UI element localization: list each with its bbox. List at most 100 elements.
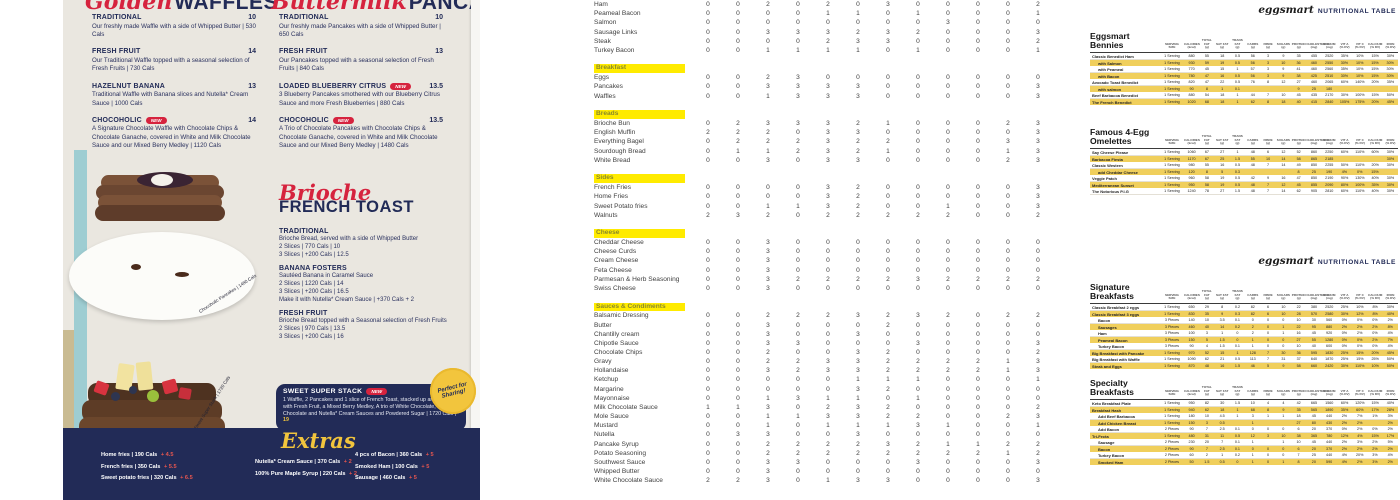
sheet-value-cell[interactable]: 2 <box>736 120 740 128</box>
sheet-value-cell[interactable]: 0 <box>826 339 830 347</box>
sheet-item-name[interactable]: Hollandaise <box>594 367 629 375</box>
sheet-value-cell[interactable]: 1 <box>1006 358 1010 366</box>
sheet-item-name[interactable]: Nutella <box>594 431 615 439</box>
sheet-value-cell[interactable]: 3 <box>766 431 770 439</box>
sheet-value-cell[interactable]: 0 <box>946 248 950 256</box>
sheet-value-cell[interactable]: 0 <box>736 367 740 375</box>
sheet-value-cell[interactable]: 0 <box>946 92 950 100</box>
sheet-value-cell[interactable]: 0 <box>706 83 710 91</box>
sheet-value-cell[interactable]: 0 <box>706 284 710 292</box>
sheet-value-cell[interactable]: 3 <box>826 358 830 366</box>
sheet-value-cell[interactable]: 3 <box>796 28 800 36</box>
sheet-value-cell[interactable]: 0 <box>886 10 890 18</box>
sheet-value-cell[interactable]: 1 <box>826 422 830 430</box>
sheet-value-cell[interactable]: 2 <box>856 147 860 155</box>
sheet-value-cell[interactable]: 0 <box>946 431 950 439</box>
sheet-value-cell[interactable]: 1 <box>826 46 830 54</box>
sheet-value-cell[interactable]: 0 <box>766 19 770 27</box>
sheet-value-cell[interactable]: 0 <box>736 330 740 338</box>
sheet-value-cell[interactable]: 0 <box>1006 92 1010 100</box>
sheet-value-cell[interactable]: 2 <box>826 312 830 320</box>
sheet-value-cell[interactable]: 0 <box>736 46 740 54</box>
sheet-value-cell[interactable]: 0 <box>796 10 800 18</box>
sheet-value-cell[interactable]: 1 <box>766 46 770 54</box>
sheet-value-cell[interactable]: 2 <box>946 449 950 457</box>
sheet-item-name[interactable]: English Muffin <box>594 129 636 137</box>
sheet-value-cell[interactable]: 2 <box>856 120 860 128</box>
sheet-value-cell[interactable]: 0 <box>976 10 980 18</box>
sheet-value-cell[interactable]: 0 <box>796 37 800 45</box>
sheet-value-cell[interactable]: 0 <box>796 239 800 247</box>
sheet-value-cell[interactable]: 3 <box>1036 358 1040 366</box>
sheet-value-cell[interactable]: 2 <box>1036 403 1040 411</box>
sheet-value-cell[interactable]: 0 <box>946 330 950 338</box>
sheet-value-cell[interactable]: 0 <box>976 74 980 82</box>
sheet-value-cell[interactable]: 0 <box>736 275 740 283</box>
sheet-value-cell[interactable]: 2 <box>826 37 830 45</box>
sheet-value-cell[interactable]: 1 <box>916 376 920 384</box>
sheet-value-cell[interactable]: 2 <box>1006 275 1010 283</box>
sheet-value-cell[interactable]: 2 <box>886 312 890 320</box>
sheet-value-cell[interactable]: 2 <box>766 449 770 457</box>
sheet-value-cell[interactable]: 2 <box>766 358 770 366</box>
sheet-value-cell[interactable]: 0 <box>976 211 980 219</box>
sheet-value-cell[interactable]: 0 <box>916 321 920 329</box>
sheet-value-cell[interactable]: 0 <box>1036 385 1040 393</box>
sheet-value-cell[interactable]: 2 <box>706 129 710 137</box>
sheet-value-cell[interactable]: 0 <box>976 202 980 210</box>
sheet-value-cell[interactable]: 3 <box>766 257 770 265</box>
sheet-value-cell[interactable]: 0 <box>916 239 920 247</box>
sheet-value-cell[interactable]: 0 <box>916 1 920 9</box>
sheet-value-cell[interactable]: 3 <box>826 83 830 91</box>
sheet-value-cell[interactable]: 3 <box>1036 138 1040 146</box>
sheet-value-cell[interactable]: 1 <box>766 394 770 402</box>
sheet-value-cell[interactable]: 0 <box>856 19 860 27</box>
sheet-value-cell[interactable]: 0 <box>1006 37 1010 45</box>
sheet-value-cell[interactable]: 2 <box>916 358 920 366</box>
sheet-value-cell[interactable]: 0 <box>1006 211 1010 219</box>
sheet-value-cell[interactable]: 0 <box>706 376 710 384</box>
sheet-item-name[interactable]: Potato Seasoning <box>594 449 647 457</box>
sheet-value-cell[interactable]: 0 <box>1006 422 1010 430</box>
sheet-value-cell[interactable]: 2 <box>976 449 980 457</box>
sheet-value-cell[interactable]: 0 <box>916 257 920 265</box>
sheet-item-name[interactable]: Sourdough Bread <box>594 147 646 155</box>
sheet-value-cell[interactable]: 3 <box>886 440 890 448</box>
sheet-value-cell[interactable]: 0 <box>736 458 740 466</box>
sheet-value-cell[interactable]: 0 <box>946 468 950 476</box>
sheet-value-cell[interactable]: 3 <box>856 477 860 485</box>
sheet-value-cell[interactable]: 3 <box>1036 458 1040 466</box>
sheet-value-cell[interactable]: 0 <box>706 440 710 448</box>
sheet-value-cell[interactable]: 0 <box>736 92 740 100</box>
sheet-value-cell[interactable]: 2 <box>856 275 860 283</box>
sheet-value-cell[interactable]: 2 <box>856 440 860 448</box>
sheet-value-cell[interactable]: 0 <box>796 257 800 265</box>
sheet-value-cell[interactable]: 2 <box>856 211 860 219</box>
sheet-item-name[interactable]: Home Fries <box>594 193 629 201</box>
sheet-item-name[interactable]: Cream Cheese <box>594 257 639 265</box>
sheet-value-cell[interactable]: 0 <box>1006 239 1010 247</box>
sheet-value-cell[interactable]: 0 <box>976 1 980 9</box>
sheet-value-cell[interactable]: 2 <box>796 367 800 375</box>
sheet-value-cell[interactable]: 2 <box>736 138 740 146</box>
sheet-value-cell[interactable]: 2 <box>826 403 830 411</box>
sheet-value-cell[interactable]: 3 <box>766 275 770 283</box>
sheet-value-cell[interactable]: 2 <box>1036 449 1040 457</box>
sheet-value-cell[interactable]: 3 <box>766 83 770 91</box>
sheet-value-cell[interactable]: 0 <box>736 349 740 357</box>
sheet-value-cell[interactable]: 0 <box>976 394 980 402</box>
sheet-value-cell[interactable]: 0 <box>976 156 980 164</box>
sheet-value-cell[interactable]: 3 <box>826 413 830 421</box>
sheet-value-cell[interactable]: 0 <box>736 156 740 164</box>
sheet-value-cell[interactable]: 3 <box>856 83 860 91</box>
sheet-value-cell[interactable]: 0 <box>706 239 710 247</box>
sheet-value-cell[interactable]: 0 <box>946 28 950 36</box>
sheet-value-cell[interactable]: 0 <box>946 1 950 9</box>
sheet-value-cell[interactable]: 0 <box>856 74 860 82</box>
sheet-value-cell[interactable]: 0 <box>706 120 710 128</box>
sheet-value-cell[interactable]: 0 <box>706 275 710 283</box>
sheet-value-cell[interactable]: 0 <box>706 19 710 27</box>
sheet-value-cell[interactable]: 0 <box>916 19 920 27</box>
sheet-value-cell[interactable]: 0 <box>856 1 860 9</box>
sheet-value-cell[interactable]: 3 <box>856 312 860 320</box>
